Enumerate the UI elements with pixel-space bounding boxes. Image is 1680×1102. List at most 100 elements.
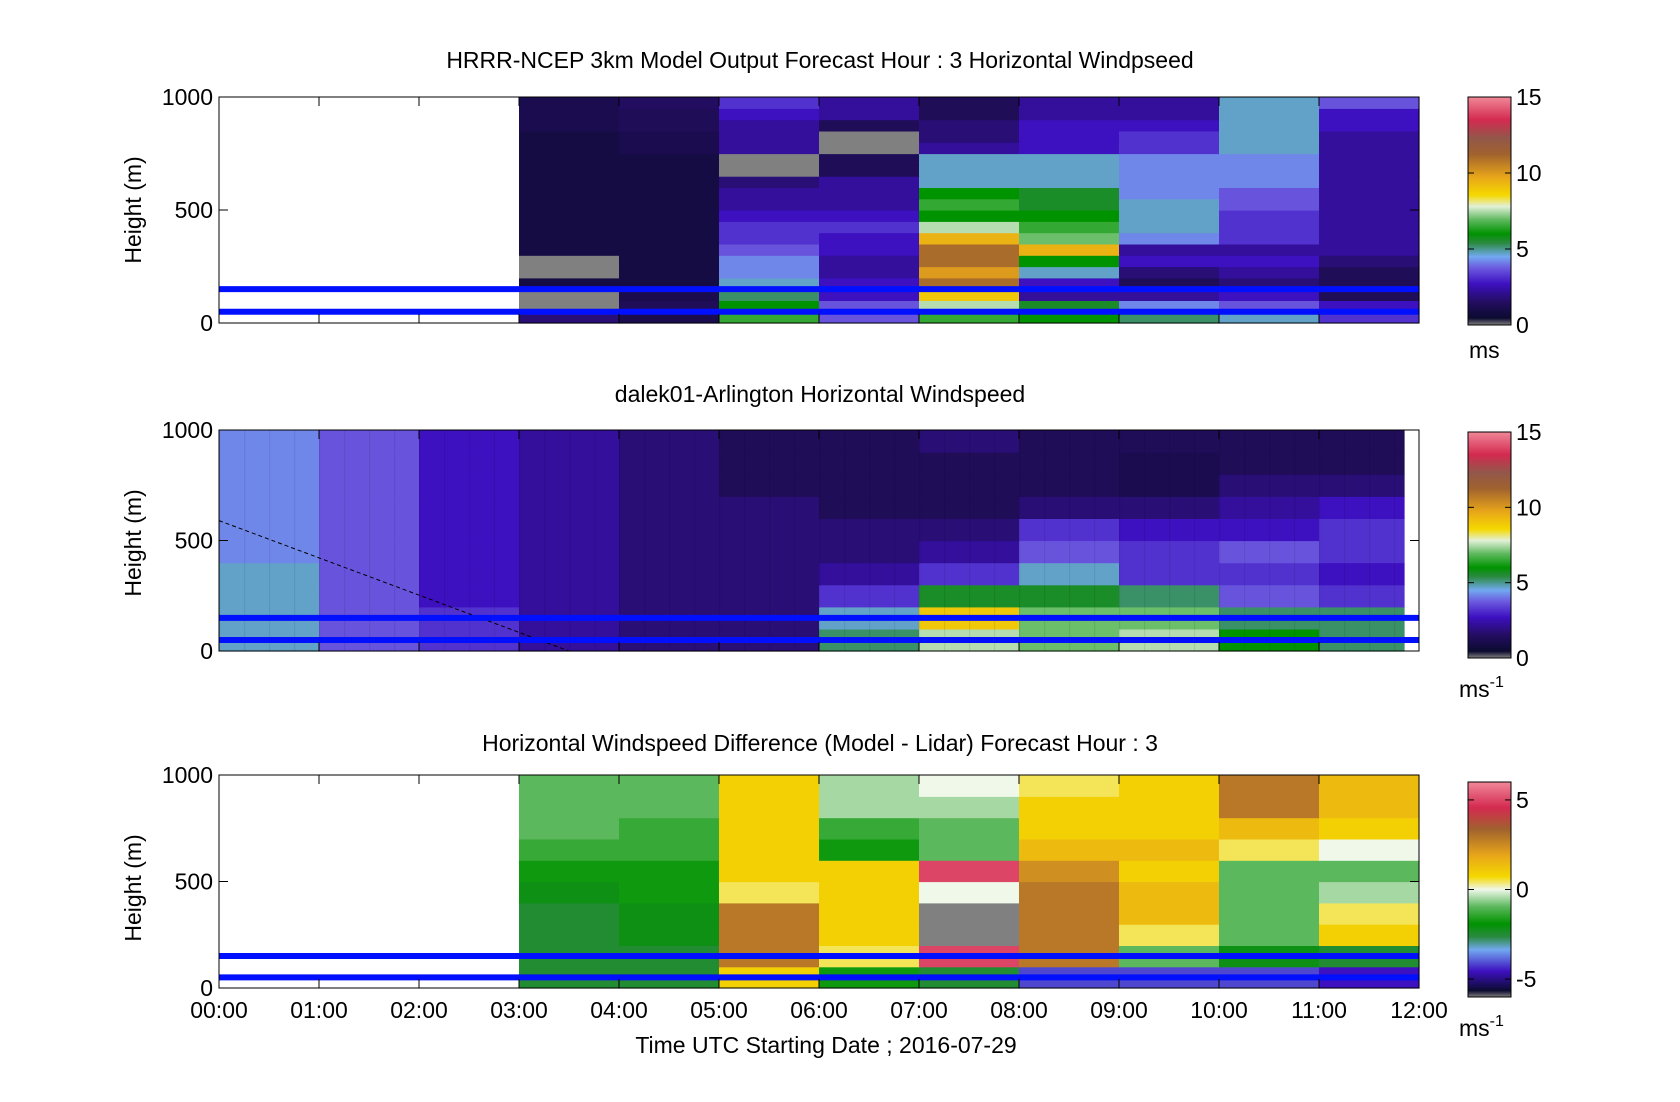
heatmap-cell: [919, 838, 1020, 861]
heatmap-cell: [1019, 289, 1120, 301]
heatmap-cell: [1019, 164, 1120, 177]
heatmap-cell: [719, 266, 820, 279]
heatmap-cell: [1119, 198, 1220, 211]
heatmap-cell: [619, 817, 720, 840]
heatmap-cell: [1319, 97, 1420, 109]
heatmap-cell: [1219, 775, 1320, 797]
stripe: [894, 430, 896, 651]
heatmap-cell: [719, 277, 820, 290]
heatmap-cell: [219, 452, 320, 475]
heatmap-cell: [1319, 198, 1420, 211]
heatmap-cell: [819, 210, 920, 222]
heatmap-cell: [919, 430, 1020, 453]
heatmap-cell: [1019, 902, 1120, 925]
heatmap-cell: [1219, 119, 1320, 132]
heatmap-cell: [919, 153, 1020, 166]
heatmap-cell: [1319, 452, 1405, 475]
heatmap-cell: [819, 496, 920, 519]
heatmap-cell: [1119, 518, 1220, 542]
heatmap-cell: [319, 452, 420, 475]
heatmap-cell: [1019, 277, 1120, 290]
stripe: [1394, 430, 1396, 651]
heatmap-cell: [519, 221, 620, 234]
heatmap-cell: [519, 838, 620, 861]
heatmap-cell: [619, 108, 720, 121]
heatmap-cell: [1019, 924, 1120, 946]
heatmap-cell: [1019, 796, 1120, 819]
heatmap-cell: [919, 108, 1020, 121]
heatmap-cell: [519, 108, 620, 121]
heatmap-cell: [519, 277, 620, 290]
heatmap-cell: [1219, 187, 1320, 200]
heatmap-cell: [1319, 210, 1420, 222]
heatmap-cell: [719, 232, 820, 245]
heatmap-cell: [619, 221, 720, 234]
colorbar-tick-label: -5: [1516, 966, 1536, 992]
heatmap-cell: [1119, 902, 1220, 925]
heatmap-cell: [1319, 153, 1420, 166]
heatmap-cell: [719, 176, 820, 188]
heatmap-cell: [1119, 584, 1220, 608]
heatmap-cell: [1119, 540, 1220, 564]
heatmap-cell: [1119, 860, 1220, 883]
heatmap-cell: [1119, 817, 1220, 840]
heatmap-cell: [719, 474, 820, 497]
y-tick-label: 0: [200, 310, 213, 336]
heatmap-cell: [519, 817, 620, 840]
panel3-colorbar: [1467, 781, 1512, 998]
heatmap-cell: [419, 430, 520, 453]
stripe: [444, 430, 446, 651]
heatmap-cell: [1019, 838, 1120, 861]
heatmap-cell: [719, 924, 820, 946]
heatmap-cell: [919, 902, 1020, 925]
heatmap-cell: [219, 430, 320, 453]
heatmap-cell: [1119, 210, 1220, 222]
heatmap-cell: [419, 562, 520, 586]
heatmap-cell: [919, 130, 1020, 143]
colorbar-tick-label: 5: [1516, 236, 1529, 262]
heatmap-cell: [219, 496, 320, 519]
heatmap-cell: [519, 164, 620, 177]
heatmap-cell: [1219, 108, 1320, 121]
heatmap-cell: [1019, 232, 1120, 245]
heatmap-cell: [1319, 775, 1420, 797]
colorbar-tick-label: 10: [1516, 160, 1542, 186]
heatmap-cell: [1019, 452, 1120, 475]
heatmap-cell: [819, 838, 920, 861]
heatmap-cell: [319, 562, 420, 586]
heatmap-cell: [1019, 266, 1120, 279]
heatmap-cell: [1019, 562, 1120, 586]
heatmap-cell: [919, 518, 1020, 542]
heatmap-cell: [919, 496, 1020, 519]
stripe: [969, 430, 971, 651]
heatmap-cell: [519, 430, 620, 453]
heatmap-cell: [1219, 902, 1320, 925]
heatmap-cell: [1319, 924, 1420, 946]
heatmap-cell: [1119, 311, 1220, 324]
stripe: [469, 430, 471, 651]
heatmap-cell: [1319, 176, 1420, 188]
heatmap-cell: [819, 108, 920, 121]
stripe: [819, 430, 821, 651]
panel3-ylabel: Height (m): [120, 834, 146, 941]
heatmap-cell: [1119, 97, 1220, 109]
heatmap-cell: [819, 584, 920, 608]
heatmap-cell: [819, 198, 920, 211]
stripe: [1044, 430, 1046, 651]
heatmap-cell: [519, 300, 620, 313]
heatmap-cell: [519, 775, 620, 797]
stripe: [569, 430, 571, 651]
heatmap-cell: [919, 817, 1020, 840]
heatmap-cell: [819, 97, 920, 109]
heatmap-cell: [719, 289, 820, 301]
heatmap-cell: [519, 243, 620, 256]
heatmap-cell: [819, 924, 920, 946]
y-tick-label: 500: [175, 869, 213, 895]
heatmap-cell: [1119, 796, 1220, 819]
colorbar-tick-label: 0: [1516, 645, 1529, 671]
heatmap-cell: [1019, 210, 1120, 222]
heatmap-cell: [1119, 452, 1220, 475]
stripe: [669, 430, 671, 651]
heatmap-cell: [519, 860, 620, 883]
